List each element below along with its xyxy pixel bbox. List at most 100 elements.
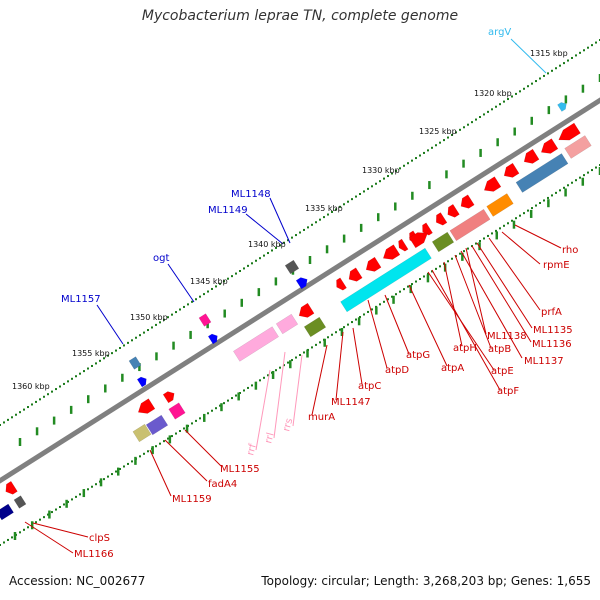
forward-gene-label: ML1148 — [231, 189, 271, 200]
reverse-dot — [399, 290, 401, 293]
gene-leader-line — [352, 327, 363, 385]
scale-dot — [379, 180, 381, 183]
reverse-gene-label: atpH — [453, 343, 477, 354]
reverse-dot — [591, 169, 593, 172]
scale-dot — [491, 108, 493, 111]
scale-dot — [299, 231, 301, 234]
scale-dot — [11, 416, 13, 419]
reverse-dot — [431, 270, 433, 273]
scale-dot — [395, 169, 397, 172]
reverse-gene-label: murA — [308, 412, 335, 423]
reverse-gene-label: prfA — [541, 307, 562, 318]
scale-dot — [531, 82, 533, 85]
scale-dot — [103, 357, 105, 360]
scale-dot — [51, 390, 53, 393]
kbp-tick-label: 1315 kbp — [530, 49, 568, 58]
scale-dot — [343, 203, 345, 206]
scale-dot — [195, 298, 197, 301]
scale-dot — [499, 103, 501, 106]
scale-dot — [263, 254, 265, 257]
reverse-gene-arrow — [447, 203, 460, 218]
scale-dot — [259, 257, 261, 260]
scale-dot — [283, 241, 285, 244]
reverse-dot — [155, 445, 157, 448]
reverse-dot — [75, 495, 77, 498]
reverse-gene-arrow — [398, 238, 409, 252]
kbp-tick-label: 1360 kbp — [12, 382, 50, 391]
gene-leader-line — [311, 344, 328, 416]
scale-dot — [75, 375, 77, 378]
reverse-dot — [275, 369, 277, 372]
reverse-dot — [131, 460, 133, 463]
reverse-dot — [507, 222, 509, 225]
gene-arrow — [162, 391, 175, 404]
reverse-dot — [79, 493, 81, 496]
reverse-dot — [495, 229, 497, 232]
reverse-dot — [35, 521, 37, 524]
reverse-dot — [11, 536, 13, 539]
scale-dot — [27, 406, 29, 409]
reverse-dot — [19, 531, 21, 534]
reverse-dot — [191, 422, 193, 425]
scale-dot — [315, 221, 317, 224]
gene-leader-line — [24, 521, 74, 554]
gene-leader-line — [501, 231, 541, 265]
scale-dot — [375, 182, 377, 185]
gene-leader-line — [149, 449, 172, 497]
reverse-dot — [235, 394, 237, 397]
genome-summary: Topology: circular; Length: 3,268,203 bp… — [261, 574, 591, 588]
scale-dot — [335, 208, 337, 211]
reverse-dot — [527, 209, 529, 212]
scale-dot — [535, 80, 537, 83]
reverse-dot — [543, 199, 545, 202]
reverse-dot — [351, 321, 353, 324]
accession-label: Accession: NC_002677 — [9, 574, 146, 588]
reverse-gene-label: atpF — [497, 386, 519, 397]
forward-gene-arrow — [207, 333, 218, 345]
reverse-dot — [219, 404, 221, 407]
scale-dot — [327, 213, 329, 216]
scale-dot — [83, 370, 85, 373]
scale-dot — [43, 395, 45, 398]
scale-dot — [219, 282, 221, 285]
reverse-gene-arrow — [558, 122, 581, 141]
gene-leader-line — [510, 38, 547, 74]
scale-dot — [95, 362, 97, 365]
reverse-dot — [371, 308, 373, 311]
scale-dot — [91, 364, 93, 367]
gene-box — [275, 313, 299, 335]
scale-dot — [211, 287, 213, 290]
reverse-dot — [503, 224, 505, 227]
reverse-dot — [419, 278, 421, 280]
reverse-dot — [95, 483, 97, 486]
scale-dot — [87, 367, 89, 370]
scale-dot — [239, 270, 241, 272]
reverse-gene-label: ML1155 — [220, 464, 260, 475]
reverse-gene-label: rpmE — [543, 260, 570, 271]
scale-dot — [203, 293, 205, 296]
kbp-tick-label: 1340 kbp — [248, 240, 286, 249]
reverse-gene-arrow — [540, 138, 559, 154]
reverse-dot — [579, 176, 581, 179]
reverse-gene-label: ML1135 — [533, 325, 573, 336]
gene-leader-line — [184, 429, 222, 467]
scale-dot — [191, 300, 193, 303]
reverse-dot — [367, 310, 369, 313]
reverse-gene-label: atpA — [441, 363, 464, 374]
reverse-gene-label: rrf — [245, 442, 259, 456]
scale-dot — [223, 280, 225, 283]
scale-dot — [419, 154, 421, 157]
scale-dot — [287, 239, 289, 242]
gene-box — [233, 326, 279, 362]
reverse-gene-label: atpD — [385, 365, 409, 376]
reverse-dot — [395, 293, 397, 296]
scale-dot — [547, 72, 549, 75]
reverse-gene-arrow — [422, 222, 433, 236]
scale-dot — [583, 49, 585, 52]
reverse-dot — [595, 166, 597, 169]
gene-leader-line — [292, 354, 303, 427]
gene-leader-line — [514, 224, 562, 249]
gene-leader-line — [255, 369, 271, 451]
reverse-gene-label: rrs — [281, 417, 295, 433]
reverse-dot — [183, 427, 185, 430]
